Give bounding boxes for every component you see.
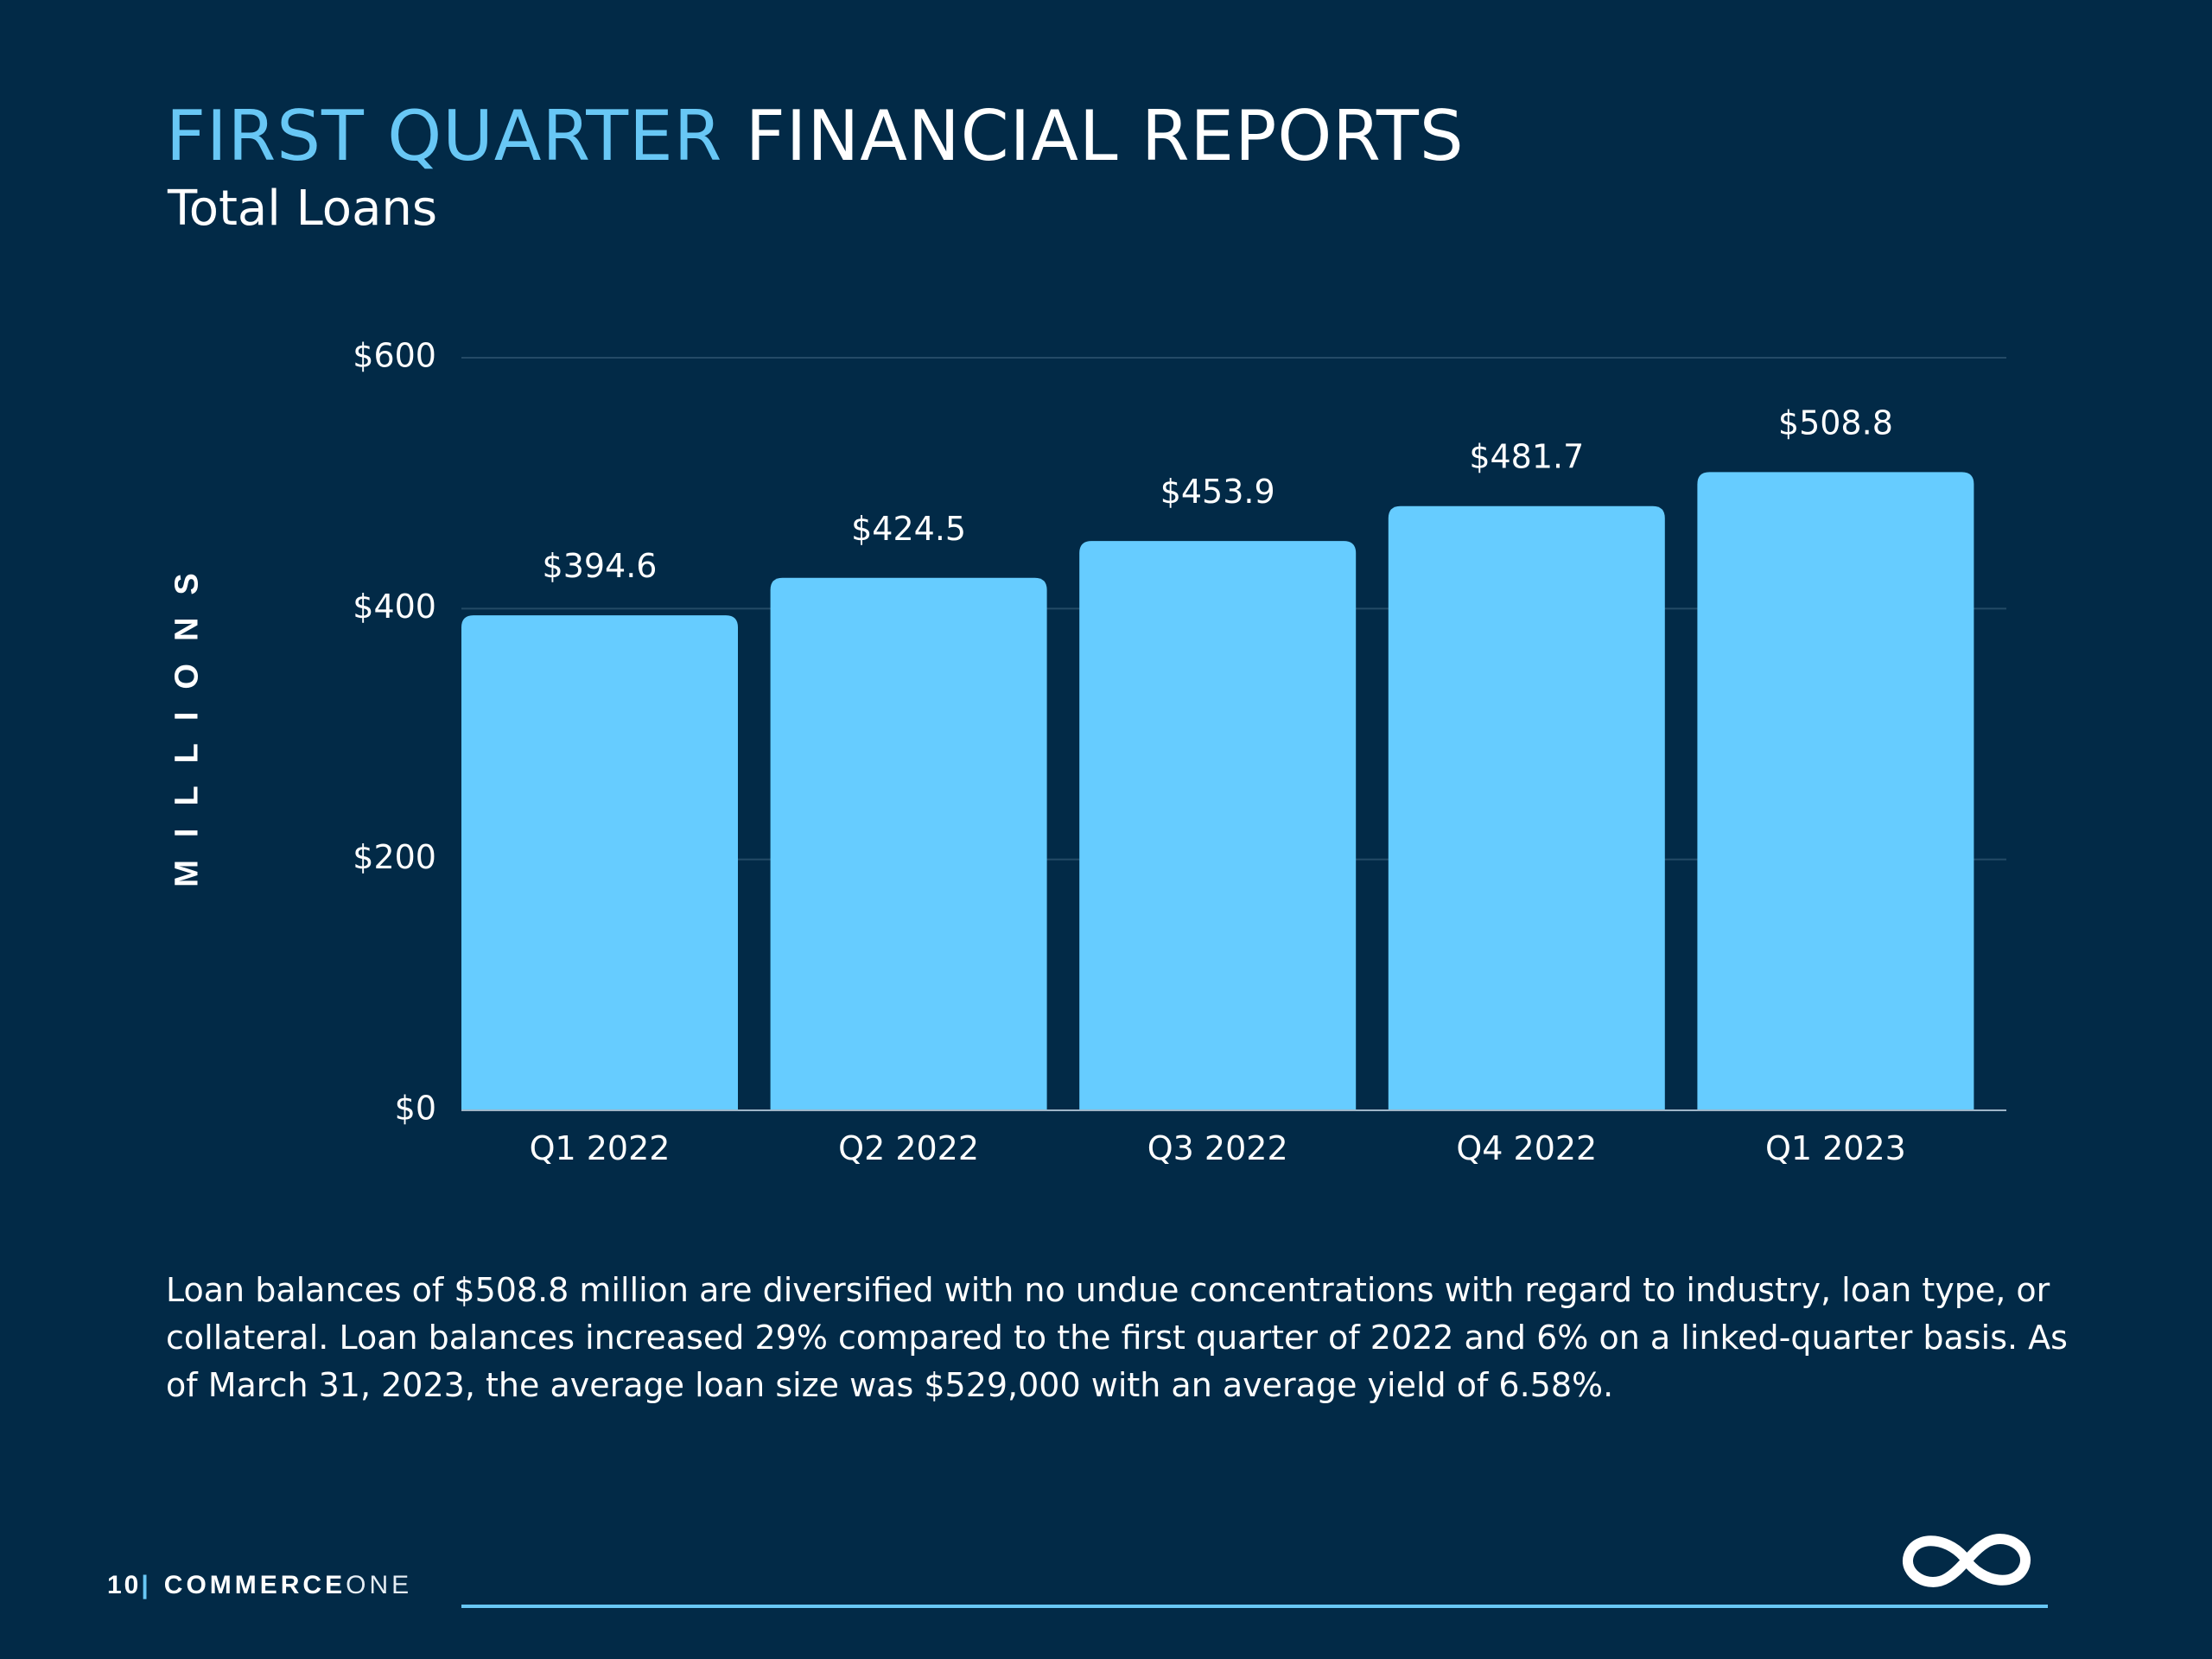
data-label: $394.6 xyxy=(543,547,658,585)
title-rest: FINANCIAL REPORTS xyxy=(745,96,1465,176)
data-label: $453.9 xyxy=(1160,473,1275,511)
x-tick-label: Q1 2022 xyxy=(530,1129,671,1167)
page-subtitle: Total Loans xyxy=(168,181,438,237)
footer-rule xyxy=(461,1605,2048,1608)
data-label: $424.5 xyxy=(851,510,966,548)
footer-separator: | xyxy=(141,1571,149,1599)
x-tick-label: Q3 2022 xyxy=(1147,1129,1288,1167)
y-tick-label: $400 xyxy=(353,588,436,626)
y-tick-label: $600 xyxy=(353,337,436,375)
page-number: 10 xyxy=(107,1571,142,1599)
x-tick-label: Q1 2023 xyxy=(1765,1129,1906,1167)
bar xyxy=(461,615,738,1110)
data-label: $481.7 xyxy=(1469,438,1584,476)
footer: 10| COMMERCEONE xyxy=(107,1573,412,1599)
page-title: FIRST QUARTER FINANCIAL REPORTS xyxy=(166,102,1465,171)
bar xyxy=(1697,472,1974,1110)
brand-name-bold: COMMERCE xyxy=(163,1571,346,1599)
infinity-icon xyxy=(1903,1534,2031,1587)
title-accent: FIRST QUARTER xyxy=(166,96,723,176)
bar xyxy=(1079,541,1357,1110)
y-tick-label: $200 xyxy=(353,838,436,876)
data-label: $508.8 xyxy=(1778,404,1893,442)
brand-name-light: ONE xyxy=(346,1571,413,1599)
y-tick-label: $0 xyxy=(395,1090,436,1128)
x-tick-label: Q2 2022 xyxy=(838,1129,979,1167)
bar xyxy=(1388,505,1665,1110)
bar xyxy=(770,577,1047,1110)
description-text: Loan balances of $508.8 million are dive… xyxy=(166,1271,2068,1404)
x-tick-label: Q4 2022 xyxy=(1456,1129,1597,1167)
